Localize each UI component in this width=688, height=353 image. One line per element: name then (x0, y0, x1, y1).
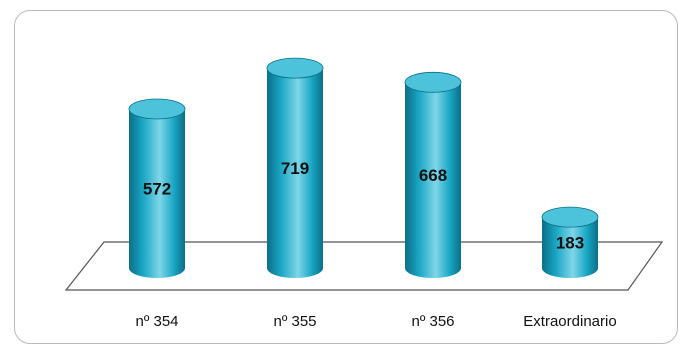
bar-3 (404, 71, 462, 278)
bar-top (266, 57, 324, 79)
bar-4 (541, 206, 599, 278)
bar-body (405, 82, 461, 269)
bar-top (541, 206, 599, 228)
chart-floor (64, 241, 664, 291)
bar-2 (266, 57, 324, 278)
value-label: 668 (419, 166, 447, 185)
labels-group: 572 nº 354 719 nº 355 668 nº 356 183 Extraordin… (135, 159, 616, 330)
bar-body (129, 108, 185, 268)
value-label: 183 (556, 234, 584, 253)
bar-top (128, 98, 186, 120)
bars-group (128, 57, 599, 278)
category-label: nº 354 (135, 313, 178, 330)
bar-1 (128, 98, 186, 278)
bar-top (404, 71, 462, 93)
category-label: nº 355 (273, 313, 316, 330)
bar-body (267, 68, 323, 268)
category-label: Extraordinario (523, 313, 616, 330)
value-label: 719 (281, 159, 309, 178)
value-label: 572 (143, 179, 171, 198)
category-label: nº 356 (411, 313, 454, 330)
